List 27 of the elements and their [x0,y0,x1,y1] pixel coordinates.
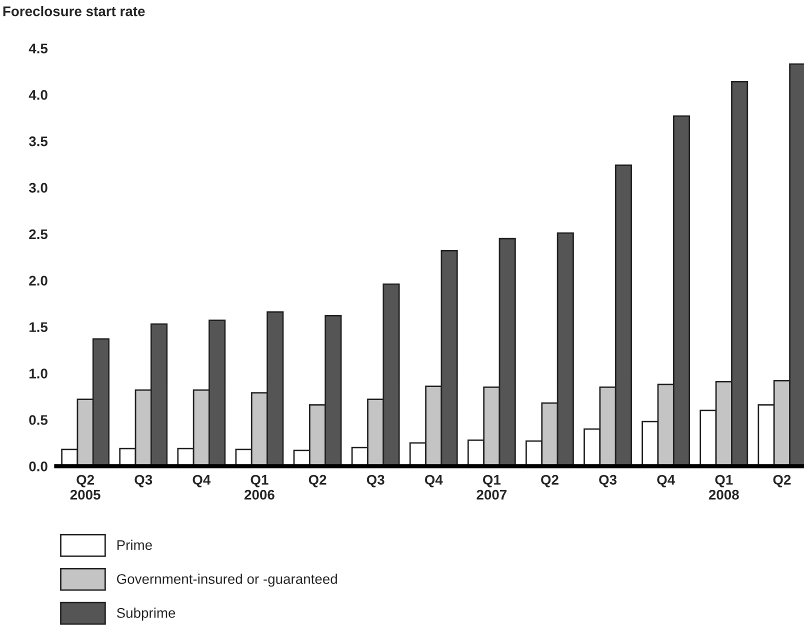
x-tick-label: Q4 [424,474,443,488]
x-tick-label: Q1 2006 [244,474,274,500]
y-tick-label: 4.5 [28,44,48,54]
x-tick-label: Q3 [599,474,617,488]
x-tick-label: Q1 2007 [476,474,507,500]
x-tick-label: Q2 [308,474,326,488]
legend-label: Government-insured or -guaranteed [116,574,337,587]
x-tick-label: Q2 [773,474,791,488]
y-tick-label: 3.0 [28,182,48,193]
y-tick-label: 0.5 [29,415,48,425]
y-tick-label: 3.5 [28,136,48,146]
x-tick-label: Q4 [192,474,211,488]
y-tick-label: 1.5 [30,322,48,332]
y-tick-label: 2.0 [29,276,48,286]
x-tick-label: Q3 [366,474,384,488]
x-tick-label: Q2 [541,474,558,488]
legend-label: Subprime [116,608,176,621]
x-tick-label: Q2 2005 [70,474,100,500]
legend-label: Prime [117,540,152,550]
y-tick-label: 4.0 [28,90,48,100]
y-tick-label: 2.5 [29,229,48,240]
x-tick-label: Q4 [657,474,676,488]
x-tick-label: Q1 2008 [708,474,739,500]
y-axis-title: Foreclosure start rate [3,6,145,16]
x-tick-label: Q3 [134,474,152,488]
y-tick-label: 1.0 [30,368,48,378]
y-tick-label: 0.0 [29,462,48,472]
